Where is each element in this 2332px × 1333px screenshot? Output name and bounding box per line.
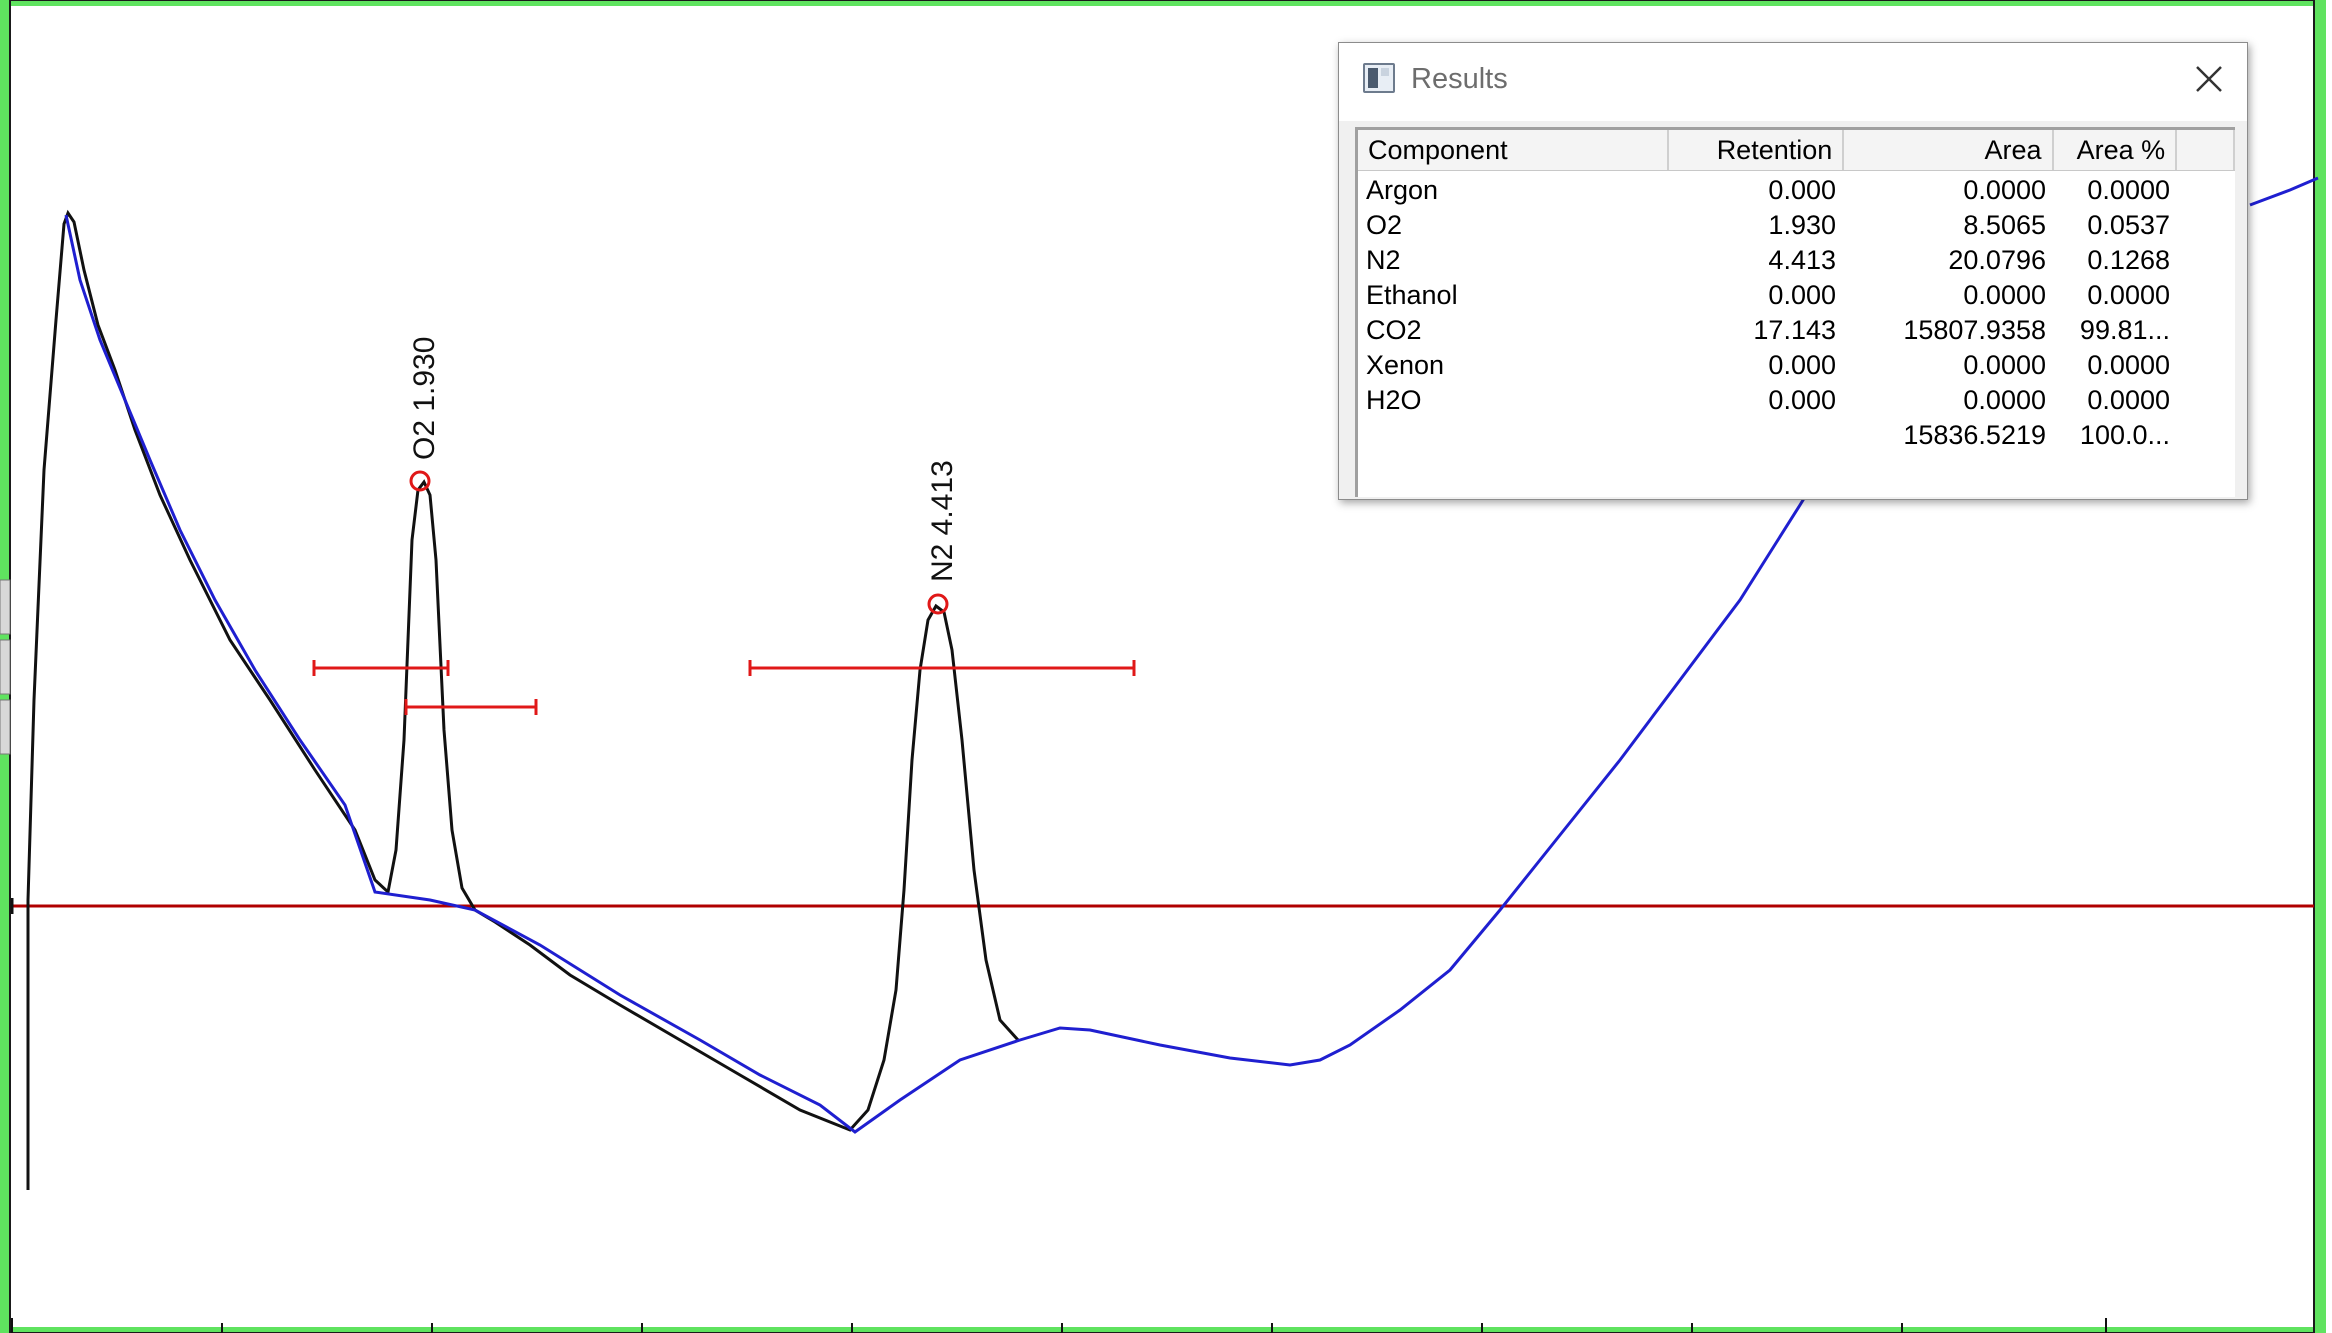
cell-area-percent: 0.1268 xyxy=(2087,245,2170,275)
cell-component: Argon xyxy=(1366,175,1439,205)
cell-component: O2 xyxy=(1366,210,1403,240)
table-row-total[interactable]: 15836.5219 100.0... xyxy=(1358,418,2235,453)
cell-retention: 0.000 xyxy=(1768,280,1836,310)
side-tab[interactable] xyxy=(0,699,11,755)
results-table-header: Component Retention Area Area % xyxy=(1358,130,2235,171)
table-row[interactable]: Ethanol 0.000 0.0000 0.0000 xyxy=(1358,278,2235,313)
cell-area-percent: 0.0000 xyxy=(2087,280,2170,310)
column-header-spacer xyxy=(2177,130,2235,170)
cell-retention: 4.413 xyxy=(1768,245,1836,275)
cell-area: 20.0796 xyxy=(1948,245,2046,275)
cell-area-percent-total: 100.0... xyxy=(2079,420,2170,450)
close-icon xyxy=(2196,66,2222,92)
results-table-body: Argon 0.000 0.0000 0.0000 O2 1.930 8.506… xyxy=(1358,171,2235,453)
cell-retention xyxy=(1670,418,1846,453)
side-tab[interactable] xyxy=(0,639,11,695)
cell-area: 0.0000 xyxy=(1963,280,2046,310)
cell-area-percent: 0.0000 xyxy=(2087,385,2170,415)
results-window-icon xyxy=(1363,63,1395,93)
cell-area: 15807.9358 xyxy=(1903,315,2046,345)
results-table[interactable]: Component Retention Area Area % Argon 0.… xyxy=(1355,127,2235,497)
cell-area: 0.0000 xyxy=(1963,385,2046,415)
baseline-trace-right xyxy=(2249,176,2319,207)
cell-component: Xenon xyxy=(1366,350,1445,380)
table-row[interactable]: O2 1.930 8.5065 0.0537 xyxy=(1358,208,2235,243)
cell-component: Ethanol xyxy=(1366,280,1458,310)
side-tab[interactable] xyxy=(0,579,11,635)
column-header-area[interactable]: Area xyxy=(1844,130,2054,170)
cell-retention: 0.000 xyxy=(1768,385,1836,415)
table-row[interactable]: H2O 0.000 0.0000 0.0000 xyxy=(1358,383,2235,418)
cell-area: 8.5065 xyxy=(1963,210,2046,240)
results-title-bar[interactable]: Results xyxy=(1339,43,2247,121)
cell-area-total: 15836.5219 xyxy=(1903,420,2046,450)
cell-area-percent: 0.0000 xyxy=(2087,350,2170,380)
n2-integration-window[interactable] xyxy=(748,660,1136,676)
cell-component: H2O xyxy=(1366,385,1422,415)
o2-integration-window[interactable] xyxy=(312,660,538,715)
n2-peak-label: N2 4.413 xyxy=(926,460,959,582)
table-row[interactable]: N2 4.413 20.0796 0.1268 xyxy=(1358,243,2235,278)
cell-component: N2 xyxy=(1366,245,1401,275)
table-row[interactable]: Argon 0.000 0.0000 0.0000 xyxy=(1358,173,2235,208)
baseline-trace xyxy=(64,214,1842,1134)
cell-retention: 0.000 xyxy=(1768,350,1836,380)
close-button[interactable] xyxy=(2183,53,2235,105)
column-header-component[interactable]: Component xyxy=(1358,130,1669,170)
column-header-area-percent[interactable]: Area % xyxy=(2054,130,2178,170)
o2-peak-label: O2 1.930 xyxy=(408,337,441,460)
cell-retention: 17.143 xyxy=(1753,315,1836,345)
cell-component: CO2 xyxy=(1366,315,1422,345)
cell-area: 0.0000 xyxy=(1963,350,2046,380)
cell-area-percent: 0.0537 xyxy=(2087,210,2170,240)
cell-component xyxy=(1358,418,1670,453)
cell-retention: 0.000 xyxy=(1768,175,1836,205)
cell-area-percent: 99.81... xyxy=(2079,315,2170,345)
table-row[interactable]: CO2 17.143 15807.9358 99.81... xyxy=(1358,313,2235,348)
cell-retention: 1.930 xyxy=(1768,210,1836,240)
column-header-retention[interactable]: Retention xyxy=(1669,130,1845,170)
n2-peak-marker[interactable] xyxy=(927,593,949,615)
results-title: Results xyxy=(1411,63,1508,95)
x-axis-ticks xyxy=(11,1318,2107,1333)
cell-area: 0.0000 xyxy=(1963,175,2046,205)
results-window[interactable]: Results Component Retention Area Area % … xyxy=(1338,42,2248,500)
table-row[interactable]: Xenon 0.000 0.0000 0.0000 xyxy=(1358,348,2235,383)
signal-trace xyxy=(26,209,1020,1190)
o2-peak-marker[interactable] xyxy=(409,470,431,492)
cell-area-percent: 0.0000 xyxy=(2087,175,2170,205)
